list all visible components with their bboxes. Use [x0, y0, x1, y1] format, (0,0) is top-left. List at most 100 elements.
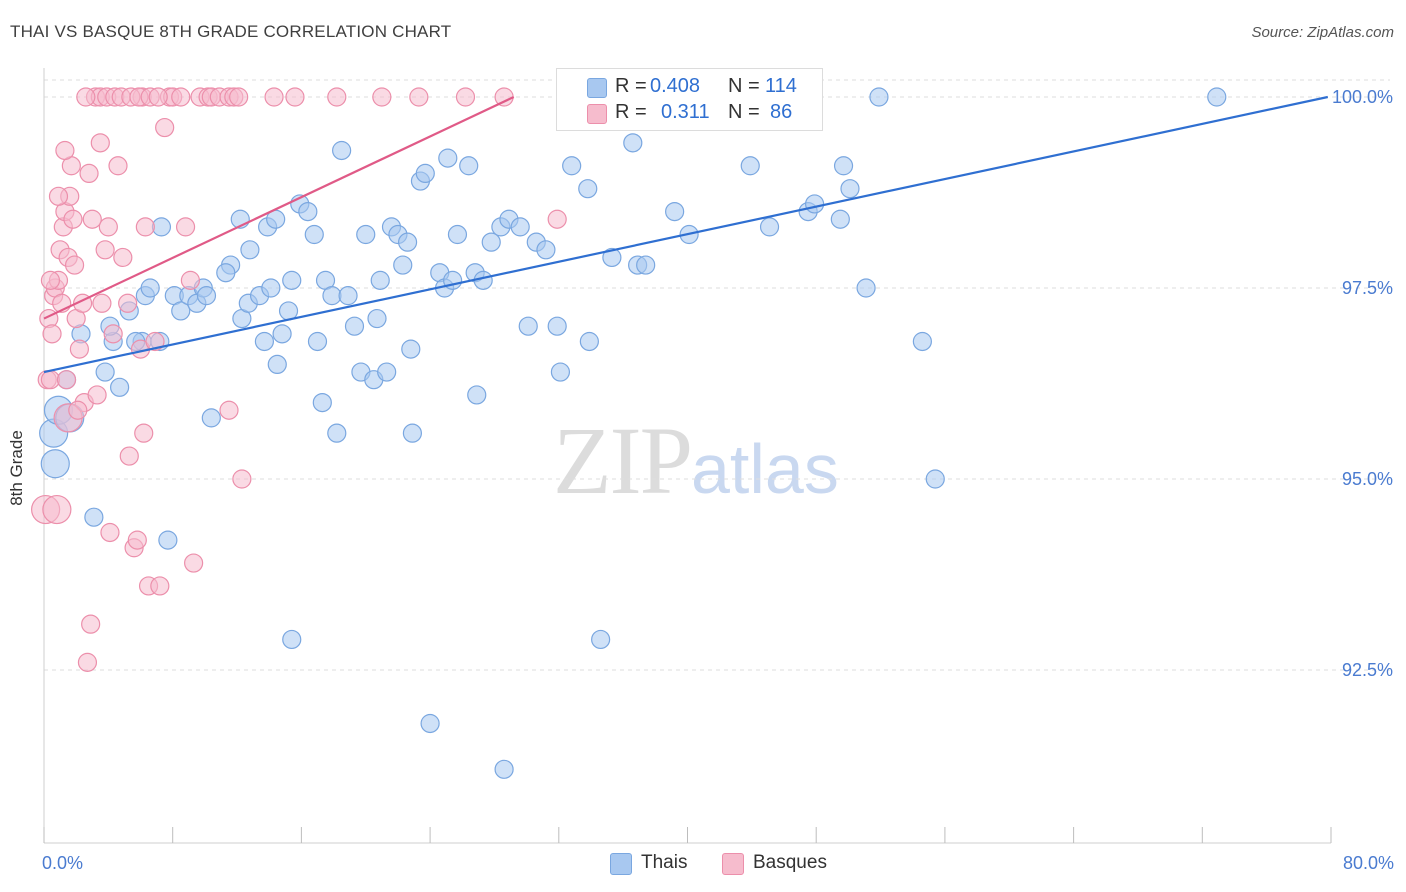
legend-n-value-thais: 114 — [765, 75, 797, 97]
thais-point — [550, 362, 571, 382]
basques-point — [55, 140, 75, 161]
x-tick-label-min: 0.0% — [42, 853, 84, 873]
basques-point — [77, 652, 98, 672]
thais-point — [925, 469, 945, 489]
basques-point — [113, 247, 133, 268]
thais-point — [110, 377, 130, 397]
basques-point — [175, 217, 196, 237]
thais-point — [367, 308, 387, 329]
thais-point — [602, 247, 622, 268]
thais-point — [304, 224, 324, 245]
basques-point — [81, 614, 101, 634]
basques-point — [103, 324, 123, 344]
axes — [43, 68, 1332, 844]
thais-point — [459, 156, 479, 176]
thais-point — [467, 385, 487, 405]
thais-point — [272, 324, 292, 344]
thais-point — [393, 255, 413, 275]
basques-point — [79, 163, 99, 183]
basques-point — [42, 324, 62, 344]
thais-point — [759, 217, 780, 237]
thais-point — [327, 423, 347, 443]
legend-swatch-thais — [587, 78, 607, 98]
trend-line-thais — [43, 95, 1329, 374]
y-tick-label: 92.5% — [1342, 660, 1393, 680]
thais-point — [804, 194, 825, 214]
legend-n-label: N = — [728, 101, 760, 123]
thais-point — [481, 232, 501, 252]
legend-n-label: N = — [728, 75, 760, 97]
basques-point — [155, 117, 175, 138]
thais-point — [312, 393, 332, 413]
thais-point — [338, 286, 358, 306]
thais-point — [833, 156, 854, 176]
thais-point — [591, 629, 611, 650]
thais-point — [636, 255, 656, 275]
basques-point — [56, 370, 77, 390]
thais-point — [201, 408, 221, 428]
basques-point — [547, 209, 567, 229]
thais-point — [332, 140, 352, 161]
basques-point — [90, 133, 110, 153]
thais-point — [95, 362, 115, 382]
basques-point — [148, 87, 168, 107]
thais-point — [158, 530, 178, 550]
thais-point — [196, 286, 217, 306]
basques-point — [327, 87, 347, 107]
basques-point — [42, 494, 72, 525]
basques-point — [455, 87, 476, 107]
basques-point — [63, 209, 83, 229]
thais-point — [856, 278, 876, 298]
basques-point — [118, 293, 138, 313]
legend-row-basques: R = 0.311 N = 86 — [557, 101, 822, 127]
thais-point — [282, 629, 302, 650]
legend-r-label: R = — [615, 101, 647, 123]
thais-point — [240, 240, 260, 260]
grid-lines — [44, 79, 1390, 671]
thais-point — [322, 286, 342, 306]
basques-point — [219, 400, 239, 420]
thais-point — [740, 156, 760, 176]
basques-point — [494, 87, 514, 107]
basques-point — [232, 469, 252, 489]
thais-point — [494, 759, 514, 779]
source-label: Source: ZipAtlas.com — [1251, 24, 1394, 41]
basques-point — [48, 186, 69, 206]
basques-point — [95, 240, 115, 260]
legend-r-label: R = — [615, 75, 647, 97]
basques-point — [82, 209, 102, 229]
chart-title: THAI VS BASQUE 8TH GRADE CORRELATION CHA… — [10, 22, 452, 41]
watermark-zip: ZIP — [553, 407, 693, 514]
basques-point — [134, 423, 154, 443]
thais-point — [665, 202, 685, 222]
thais-point — [447, 224, 468, 245]
thais-point — [562, 156, 582, 176]
series-legend-swatch-basques — [722, 853, 744, 875]
thais-point — [254, 331, 274, 352]
basques-point — [180, 270, 200, 290]
basques-point — [68, 400, 88, 420]
y-tick-label: 97.5% — [1342, 278, 1393, 298]
thais-point — [518, 316, 538, 336]
series-thais-points — [39, 87, 1227, 779]
thais-point — [282, 270, 302, 290]
thais-point — [344, 316, 365, 336]
thais-point — [578, 179, 598, 199]
basques-point — [119, 446, 139, 466]
basques-point — [127, 530, 147, 550]
thais-point — [402, 423, 423, 443]
thais-point — [298, 202, 318, 222]
thais-point — [536, 240, 556, 260]
thais-point — [510, 217, 530, 237]
basques-point — [76, 87, 96, 107]
thais-point — [171, 301, 191, 321]
thais-point — [267, 354, 287, 374]
basques-point — [264, 87, 284, 107]
basques-point — [98, 217, 118, 237]
legend-r-value-basques: 0.311 — [661, 101, 710, 123]
x-tick-label-max: 80.0% — [1342, 853, 1394, 873]
thais-point — [40, 449, 70, 479]
legend-r-value-thais: 0.408 — [650, 75, 701, 97]
trend-lines — [43, 95, 1329, 374]
